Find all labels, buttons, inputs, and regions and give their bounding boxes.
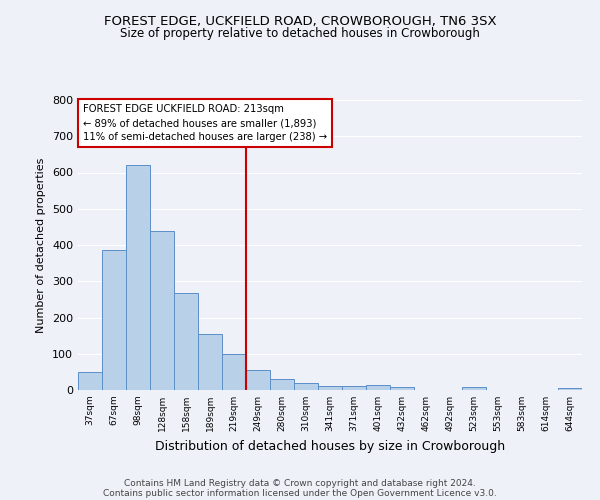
Y-axis label: Number of detached properties: Number of detached properties bbox=[37, 158, 46, 332]
Bar bbox=[390, 387, 414, 390]
Bar bbox=[174, 293, 198, 390]
Bar bbox=[198, 334, 222, 390]
Bar bbox=[342, 386, 366, 390]
Bar bbox=[78, 372, 102, 390]
Bar bbox=[126, 164, 150, 390]
Bar bbox=[558, 388, 582, 390]
Bar bbox=[318, 386, 342, 390]
Bar bbox=[102, 250, 126, 390]
Text: FOREST EDGE UCKFIELD ROAD: 213sqm
← 89% of detached houses are smaller (1,893)
1: FOREST EDGE UCKFIELD ROAD: 213sqm ← 89% … bbox=[83, 104, 327, 142]
Bar bbox=[294, 383, 318, 390]
Text: Contains public sector information licensed under the Open Government Licence v3: Contains public sector information licen… bbox=[103, 488, 497, 498]
Bar bbox=[222, 354, 246, 390]
Bar bbox=[366, 386, 390, 390]
Bar bbox=[462, 387, 486, 390]
Bar bbox=[270, 379, 294, 390]
Bar bbox=[246, 370, 270, 390]
X-axis label: Distribution of detached houses by size in Crowborough: Distribution of detached houses by size … bbox=[155, 440, 505, 452]
Bar bbox=[150, 230, 174, 390]
Text: Size of property relative to detached houses in Crowborough: Size of property relative to detached ho… bbox=[120, 28, 480, 40]
Text: FOREST EDGE, UCKFIELD ROAD, CROWBOROUGH, TN6 3SX: FOREST EDGE, UCKFIELD ROAD, CROWBOROUGH,… bbox=[104, 15, 496, 28]
Text: Contains HM Land Registry data © Crown copyright and database right 2024.: Contains HM Land Registry data © Crown c… bbox=[124, 478, 476, 488]
